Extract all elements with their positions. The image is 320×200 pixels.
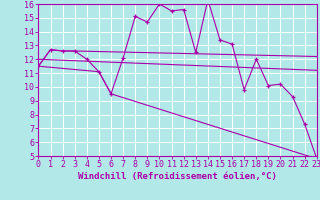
X-axis label: Windchill (Refroidissement éolien,°C): Windchill (Refroidissement éolien,°C) bbox=[78, 172, 277, 181]
